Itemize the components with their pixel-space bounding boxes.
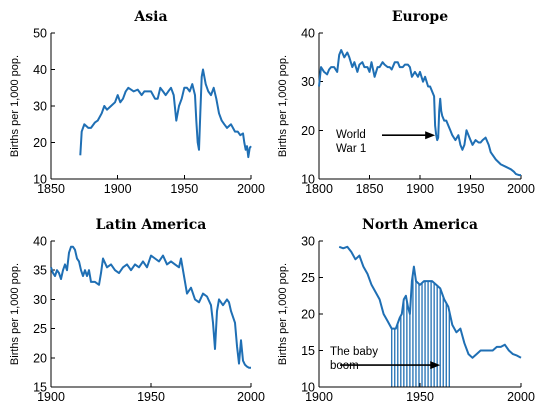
y-tick-label: 30 — [301, 235, 315, 249]
y-tick-label: 25 — [33, 322, 47, 336]
x-tick-label: 1950 — [137, 390, 165, 404]
x-tick-label: 2000 — [507, 182, 535, 196]
panel-title: North America — [362, 217, 478, 233]
x-tick-label: 2000 — [237, 390, 265, 404]
annotation-text: War 1 — [336, 143, 366, 155]
x-tick-label: 2000 — [507, 390, 535, 404]
annotation: The baby boom — [330, 346, 441, 372]
y-tick-label: 20 — [301, 124, 315, 138]
y-tick-label: 30 — [301, 75, 315, 89]
y-tick-label: 20 — [33, 136, 47, 150]
x-tick-label: 1900 — [37, 390, 65, 404]
series-line — [79, 68, 252, 159]
shaded-region — [391, 273, 450, 387]
y-tick-label: 15 — [33, 381, 47, 395]
panel-title: Asia — [133, 9, 167, 25]
annotation: World War 1 — [336, 129, 436, 155]
chart-panel-3: 15 20 25 30 35 40 1900 1950 2000 Latin America Bir… — [9, 217, 265, 404]
y-tick-label: 20 — [33, 351, 47, 365]
series-line — [338, 245, 522, 359]
x-tick-label: 1900 — [406, 182, 434, 196]
x-tick-label: 1950 — [457, 182, 485, 196]
chart-panel-4: 10 15 20 25 30 1900 1950 2000 North America Birth… — [277, 217, 535, 404]
x-tick-label: 1900 — [305, 390, 333, 404]
chart-panel-2: 10 20 30 40 1800 1850 1900 1950 2000 Europe Births… — [277, 9, 535, 196]
x-tick-label: 1950 — [170, 182, 198, 196]
y-axis-label: Births per 1,000 pop. — [9, 263, 21, 365]
x-tick-label: 1800 — [305, 182, 333, 196]
panel-title: Europe — [392, 9, 448, 25]
y-tick-label: 40 — [33, 63, 47, 77]
y-axis-label: Births per 1,000 pop. — [277, 55, 289, 157]
y-tick-label: 10 — [301, 173, 315, 187]
series-line — [50, 245, 251, 369]
y-tick-label: 15 — [301, 344, 315, 358]
y-tick-label: 40 — [33, 235, 47, 249]
y-tick-label: 35 — [33, 264, 47, 278]
y-tick-label: 20 — [301, 308, 315, 322]
y-tick-label: 40 — [301, 27, 315, 41]
annotation-text: World — [336, 129, 366, 141]
x-tick-label: 1950 — [406, 390, 434, 404]
y-axis-label: Births per 1,000 pop. — [9, 55, 21, 157]
y-tick-label: 10 — [301, 381, 315, 395]
chart-panel-1: 10 20 30 40 50 1850 1900 1950 2000 Asia Births per… — [9, 9, 265, 196]
y-tick-label: 30 — [33, 100, 47, 114]
annotation-text: boom — [330, 360, 359, 372]
x-tick-label: 1900 — [104, 182, 132, 196]
x-tick-label: 1850 — [37, 182, 65, 196]
series-line — [318, 49, 521, 177]
x-tick-label: 2000 — [237, 182, 265, 196]
y-tick-label: 30 — [33, 293, 47, 307]
panel-title: Latin America — [96, 217, 207, 233]
annotation-arrow-head — [430, 361, 441, 370]
x-tick-label: 1850 — [356, 182, 384, 196]
annotation-text: The baby — [330, 346, 378, 358]
y-tick-label: 50 — [33, 27, 47, 41]
y-tick-label: 25 — [301, 271, 315, 285]
y-axis-label: Births per 1,000 pop. — [277, 263, 289, 365]
y-tick-label: 10 — [33, 173, 47, 187]
annotation-arrow-head — [425, 131, 436, 140]
